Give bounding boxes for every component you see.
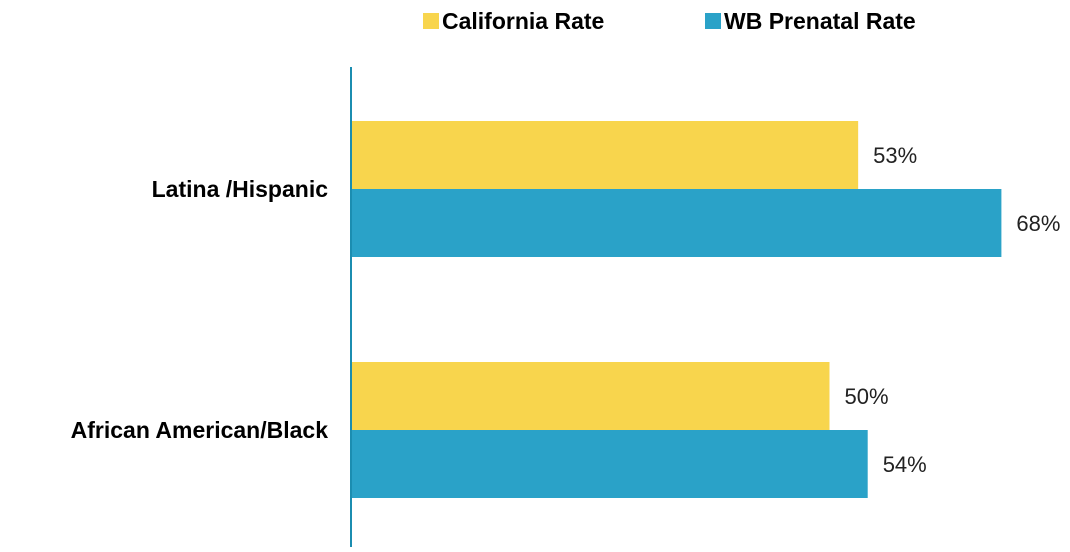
legend-swatch: [705, 13, 721, 29]
bar: [352, 121, 859, 189]
category-label: African American/Black: [71, 417, 329, 443]
bar: [352, 430, 868, 498]
legend-label: WB Prenatal Rate: [724, 8, 916, 34]
legend: California Rate WB Prenatal Rate: [423, 8, 916, 34]
value-labels: 53% 68% 50% 54%: [845, 143, 1061, 477]
bar-value-label: 53%: [873, 143, 917, 168]
bar-value-label: 54%: [883, 452, 927, 477]
bar: [352, 189, 1002, 257]
category-label: Latina /Hispanic: [152, 176, 329, 202]
bar-value-label: 50%: [845, 384, 889, 409]
category-labels: Latina /Hispanic African American/Black: [71, 176, 329, 443]
bar: [352, 362, 830, 430]
bar-value-label: 68%: [1016, 211, 1060, 236]
legend-label: California Rate: [442, 8, 604, 34]
legend-swatch: [423, 13, 439, 29]
bars: [352, 121, 1002, 498]
